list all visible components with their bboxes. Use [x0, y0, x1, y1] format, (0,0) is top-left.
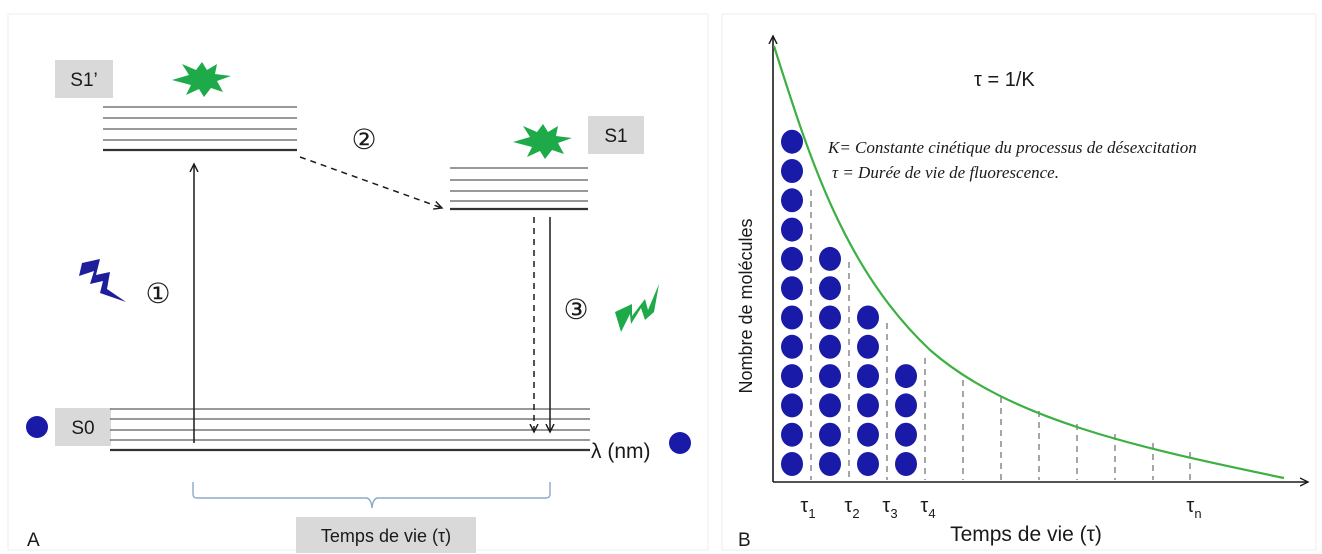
emission-lightning-icon	[615, 284, 659, 332]
tick-label: τ3	[882, 495, 897, 521]
panel-a-letter: A	[27, 530, 40, 551]
excitation-star-icon	[513, 124, 572, 159]
tick-label: τn	[1186, 495, 1201, 521]
molecule-dot	[819, 452, 841, 476]
s1-prime-label-box	[55, 60, 113, 98]
panel-b: τ = 1/K K= Constante cinétique du proces…	[736, 36, 1308, 551]
molecule-dot	[857, 364, 879, 389]
molecule-dot	[857, 422, 879, 447]
molecule-dot	[819, 364, 841, 389]
s1-label: S1	[604, 126, 627, 147]
molecule-dot	[819, 422, 841, 447]
molecule-dot	[819, 305, 841, 330]
molecule-dot	[781, 276, 803, 301]
relaxation-arrow	[299, 156, 442, 208]
s0-label: S0	[71, 418, 94, 439]
s1-prime-levels	[103, 106, 297, 152]
molecule-dot	[781, 422, 803, 447]
s0-label-box	[55, 408, 111, 446]
x-axis-label: Temps de vie (τ)	[950, 523, 1102, 546]
molecule-dot	[781, 305, 803, 330]
molecule-dot	[895, 452, 917, 476]
molecule-dot	[781, 188, 803, 213]
molecule-dot	[895, 364, 917, 389]
molecule-dot	[819, 393, 841, 418]
molecule-dot	[781, 393, 803, 418]
s1-label-box	[588, 116, 644, 154]
s0-levels	[110, 408, 590, 452]
panel-a: S1’ S1 S0	[26, 60, 691, 553]
lifetime-label: Temps de vie (τ)	[321, 526, 451, 546]
molecule-columns	[781, 129, 917, 476]
absorption-lightning-icon	[79, 259, 126, 302]
step-1-label: ①	[145, 278, 170, 309]
molecule-dot	[819, 246, 841, 271]
molecule-dot	[781, 217, 803, 242]
s1-levels	[450, 167, 588, 211]
wavelength-label: λ (nm)	[591, 440, 651, 463]
tick-labels: τ1 τ2 τ3 τ4 τn	[800, 495, 1201, 521]
molecule-dot	[819, 276, 841, 301]
s1-prime-label: S1’	[70, 70, 97, 91]
legend-tau: τ = Durée de vie de fluorescence.	[832, 163, 1059, 182]
step-2-label: ②	[351, 124, 376, 155]
molecule-dot-s0	[26, 416, 48, 438]
tick-label: τ4	[920, 495, 935, 521]
molecule-dot	[781, 452, 803, 476]
molecule-dot	[857, 452, 879, 476]
molecule-dot	[819, 334, 841, 359]
molecule-dot	[781, 364, 803, 389]
tick-label: τ1	[800, 495, 815, 521]
molecule-dot	[781, 129, 803, 154]
decay-curve	[772, 45, 1285, 480]
molecule-dot	[781, 159, 803, 183]
molecule-dot-lambda	[669, 432, 691, 454]
molecule-dot	[781, 334, 803, 359]
molecule-dot	[857, 393, 879, 418]
lifetime-label-box	[296, 517, 476, 553]
y-axis-label: Nombre de molécules	[736, 218, 756, 393]
step-3-label: ③	[563, 294, 588, 325]
panel-b-letter: B	[738, 530, 751, 551]
molecule-dot	[857, 334, 879, 359]
legend-k: K= Constante cinétique du processus de d…	[827, 138, 1197, 157]
molecule-dot	[857, 305, 879, 330]
molecule-dot	[781, 246, 803, 271]
lifetime-bracket	[192, 482, 551, 509]
tau-formula: τ = 1/K	[974, 69, 1035, 91]
panel-b-frame	[721, 13, 1317, 551]
molecule-dot	[895, 393, 917, 418]
molecule-dot	[895, 422, 917, 447]
tick-label: τ2	[844, 495, 859, 521]
excitation-star-icon	[172, 62, 231, 97]
